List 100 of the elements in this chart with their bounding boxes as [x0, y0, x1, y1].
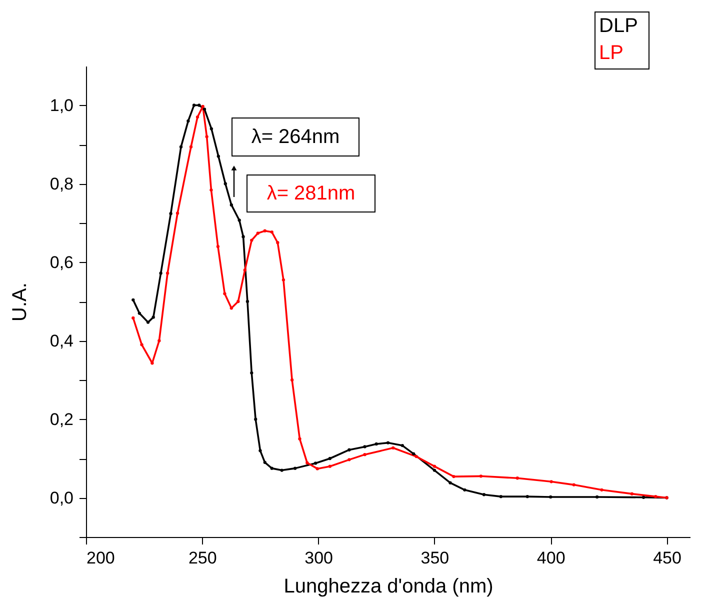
- point: [314, 462, 318, 465]
- x-axis-title: Lunghezza d'onda (nm): [284, 576, 494, 598]
- text: LP: [599, 42, 624, 64]
- point: [210, 127, 214, 130]
- point: [132, 298, 135, 302]
- point: [192, 104, 196, 107]
- point: [146, 320, 150, 324]
- point: [216, 154, 220, 158]
- point: [448, 481, 452, 484]
- point: [159, 272, 162, 275]
- point: [306, 461, 309, 464]
- point: [298, 437, 302, 440]
- point: [630, 492, 634, 496]
- y-tick-label: 0,6: [50, 252, 74, 272]
- point: [392, 446, 395, 450]
- point: [198, 104, 201, 107]
- point: [400, 444, 404, 448]
- point: [246, 300, 250, 304]
- point: [654, 494, 658, 498]
- point: [452, 474, 456, 478]
- point: [243, 268, 246, 272]
- x-tick-label: 200: [86, 548, 115, 568]
- point: [132, 316, 135, 320]
- point: [414, 454, 418, 458]
- y-tick-label: 1,0: [50, 96, 74, 115]
- point: [258, 449, 262, 452]
- point: [210, 188, 213, 192]
- x-tick-label: 350: [420, 548, 450, 568]
- point: [572, 483, 576, 486]
- point: [256, 232, 260, 235]
- point: [158, 339, 161, 342]
- point: [282, 278, 286, 282]
- point: [386, 441, 390, 444]
- point: [189, 145, 193, 148]
- point: [205, 135, 208, 138]
- point: [196, 115, 200, 119]
- point: [236, 300, 240, 304]
- point: [499, 494, 502, 498]
- point: [600, 488, 604, 492]
- point: [263, 460, 266, 464]
- point: [363, 445, 366, 448]
- point: [201, 104, 204, 108]
- point: [216, 244, 220, 248]
- point: [224, 182, 227, 186]
- point: [280, 468, 284, 472]
- point: [276, 241, 280, 244]
- point: [463, 488, 466, 492]
- point: [263, 229, 266, 232]
- point: [290, 378, 294, 382]
- point: [242, 235, 245, 238]
- point: [363, 452, 366, 456]
- point: [432, 464, 436, 468]
- y-axis-title: U.A.: [8, 282, 31, 322]
- point: [250, 371, 254, 375]
- annotation: λ= 264nm: [251, 126, 340, 148]
- text: DLP: [599, 15, 638, 37]
- point: [328, 464, 332, 468]
- point: [550, 480, 553, 484]
- point: [152, 316, 155, 319]
- point: [223, 292, 226, 296]
- y-tick-label: 0,4: [50, 331, 74, 350]
- point: [432, 468, 436, 472]
- point: [166, 272, 170, 275]
- point: [516, 476, 519, 480]
- point: [238, 218, 241, 222]
- point: [316, 467, 319, 470]
- point: [254, 418, 258, 421]
- point: [230, 306, 234, 310]
- point: [270, 466, 274, 470]
- point: [595, 495, 599, 499]
- point: [150, 362, 154, 365]
- point: [412, 452, 416, 456]
- annotation: λ= 281nm: [266, 182, 356, 204]
- x-tick-label: 250: [188, 548, 217, 568]
- point: [202, 108, 206, 111]
- point: [328, 456, 332, 460]
- point: [270, 230, 274, 234]
- point: [179, 145, 183, 148]
- point: [140, 343, 144, 346]
- point: [482, 493, 486, 496]
- point: [250, 238, 254, 242]
- point: [642, 496, 646, 499]
- point: [479, 474, 483, 478]
- point: [293, 466, 297, 470]
- point: [138, 312, 142, 315]
- x-tick-label: 300: [304, 548, 333, 568]
- y-tick-label: 0,2: [50, 410, 74, 429]
- point: [348, 448, 351, 452]
- x-tick-label: 400: [536, 548, 566, 568]
- point: [230, 203, 234, 207]
- y-tick-label: 0,8: [50, 174, 74, 194]
- x-tick-label: 450: [653, 548, 682, 568]
- point: [549, 495, 552, 499]
- point: [374, 442, 378, 446]
- point: [526, 494, 529, 498]
- point: [176, 212, 180, 215]
- y-tick-label: 0,0: [50, 488, 74, 508]
- point: [169, 212, 172, 216]
- point: [186, 119, 190, 123]
- point: [348, 458, 351, 462]
